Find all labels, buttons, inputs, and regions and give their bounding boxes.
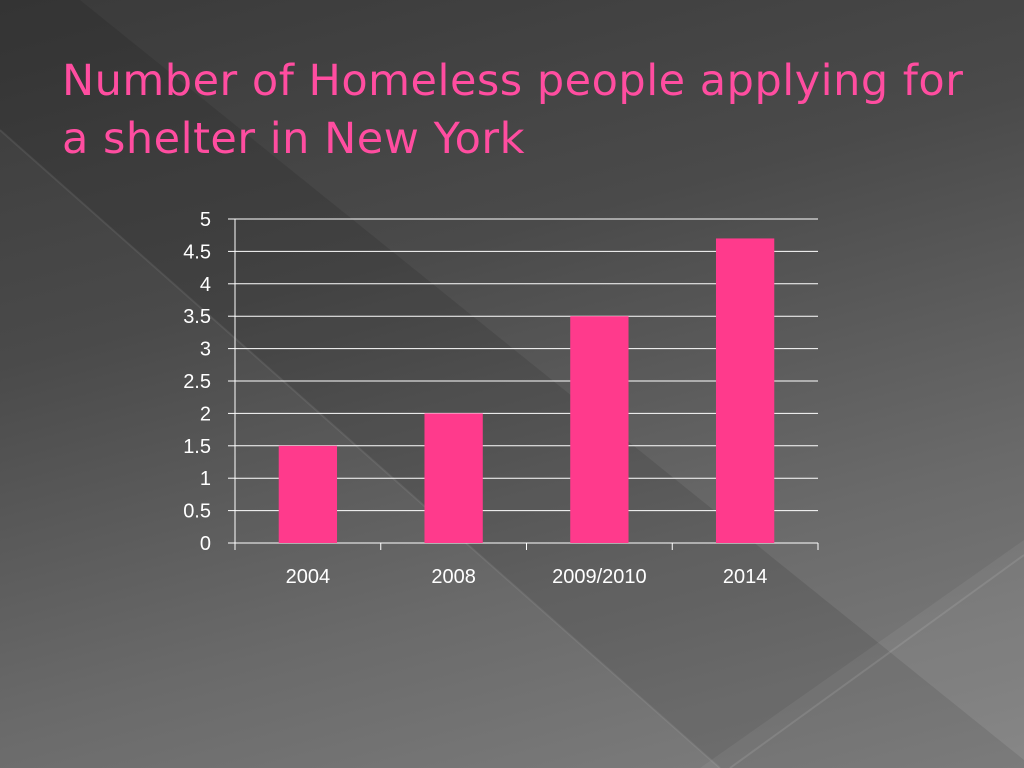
bar [278, 445, 338, 543]
y-tick-label: 4.5 [183, 241, 211, 263]
bar [715, 238, 775, 543]
y-tick-label: 2 [200, 403, 211, 425]
slide-title: Number of Homeless people applying for a… [62, 56, 964, 164]
y-tick-label: 3 [200, 339, 211, 361]
y-tick-label: 1 [200, 468, 211, 490]
y-tick-label: 3.5 [183, 306, 211, 328]
bar [570, 316, 629, 543]
y-tick-label: 2.5 [183, 371, 211, 393]
x-category-label: 2008 [431, 566, 476, 588]
y-tick-label: 0.5 [183, 501, 211, 523]
x-category-label: 2004 [286, 566, 331, 588]
y-tick-label: 1.5 [183, 436, 211, 458]
y-tick-label: 0 [200, 533, 211, 555]
x-category-label: 2014 [723, 566, 768, 588]
x-category-label: 2009/2010 [552, 566, 647, 588]
bar [424, 413, 483, 543]
y-tick-label: 4 [200, 274, 211, 296]
y-tick-label: 5 [200, 209, 211, 231]
